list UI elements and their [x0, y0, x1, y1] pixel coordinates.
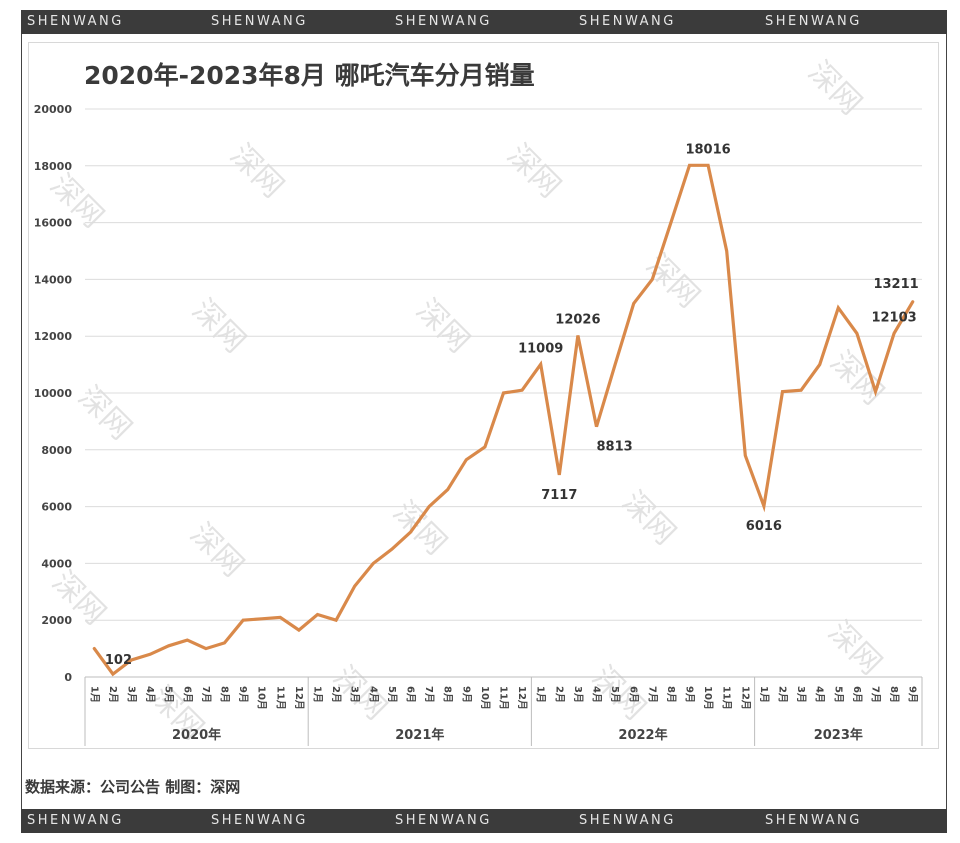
watermark-logo: 深网 [223, 138, 290, 205]
x-tick-label: 8月 [888, 686, 900, 703]
watermark-logo: 深网 [821, 615, 888, 682]
data-label: 13211 [873, 277, 918, 292]
x-tick-label: 5月 [609, 686, 621, 703]
x-tick-label: 4月 [591, 686, 603, 703]
watermark-logo: 深网 [185, 293, 252, 360]
year-label: 2020年 [172, 727, 221, 743]
x-tick-label: 4月 [144, 686, 156, 703]
chart-title: 2020年-2023年8月 哪吒汽车分月销量 [84, 61, 535, 90]
y-tick-label: 12000 [34, 330, 73, 343]
band-watermark-text: SHENWANG [27, 14, 124, 29]
top-watermark-band: SHENWANG SHENWANG SHENWANG SHENWANG SHEN… [21, 10, 947, 34]
x-tick-label: 4月 [814, 686, 826, 703]
x-tick-label: 12月 [516, 686, 528, 710]
data-label: 12103 [871, 310, 916, 325]
x-tick-label: 2月 [330, 686, 342, 703]
x-tick-label: 12月 [739, 686, 751, 710]
x-tick-label: 9月 [460, 686, 472, 703]
x-tick-label: 3月 [349, 686, 361, 703]
x-tick-label: 4月 [367, 686, 379, 703]
x-tick-label: 1月 [312, 686, 324, 703]
x-tick-label: 3月 [572, 686, 584, 703]
x-tick-label: 3月 [126, 686, 138, 703]
x-tick-label: 2月 [553, 686, 565, 703]
x-tick-label: 5月 [832, 686, 844, 703]
y-tick-label: 18000 [34, 160, 73, 173]
x-tick-label: 8月 [219, 686, 231, 703]
y-tick-label: 0 [64, 671, 72, 684]
y-tick-label: 20000 [34, 103, 73, 116]
data-label: 18016 [685, 142, 730, 157]
source-note: 数据来源：公司公告 制图：深网 [25, 778, 241, 796]
data-label: 102 [105, 653, 132, 668]
watermark-logo: 深网 [183, 517, 250, 584]
x-tick-label: 1月 [535, 686, 547, 703]
data-label: 12026 [555, 312, 600, 327]
data-label: 11009 [518, 341, 563, 356]
x-tick-label: 7月 [870, 686, 882, 703]
x-tick-label: 11月 [274, 686, 286, 710]
x-tick-label: 6月 [405, 686, 417, 703]
x-tick-label: 9月 [684, 686, 696, 703]
data-label: 8813 [597, 440, 633, 455]
bottom-watermark-band: SHENWANG SHENWANG SHENWANG SHENWANG SHEN… [21, 809, 947, 833]
x-tick-label: 5月 [163, 686, 175, 703]
y-tick-label: 8000 [41, 444, 72, 457]
band-watermark-text: SHENWANG [579, 813, 676, 828]
x-tick-label: 6月 [851, 686, 863, 703]
watermark-logo: 深网 [71, 380, 138, 447]
series-line [92, 163, 915, 677]
y-tick-label: 14000 [34, 273, 73, 286]
band-watermark-text: SHENWANG [211, 813, 308, 828]
x-tick-label: 11月 [498, 686, 510, 710]
watermark-logo: 深网 [409, 293, 476, 360]
x-tick-label: 5月 [386, 686, 398, 703]
x-tick-label: 3月 [795, 686, 807, 703]
x-tick-label: 10月 [256, 686, 268, 710]
band-watermark-text: SHENWANG [765, 14, 862, 29]
y-tick-label: 16000 [34, 217, 73, 230]
band-watermark-text: SHENWANG [579, 14, 676, 29]
x-tick-label: 6月 [628, 686, 640, 703]
band-watermark-text: SHENWANG [211, 14, 308, 29]
x-tick-label: 12月 [293, 686, 305, 710]
x-tick-label: 10月 [479, 686, 491, 710]
x-tick-label: 7月 [646, 686, 658, 703]
y-tick-label: 6000 [41, 501, 72, 514]
x-tick-label: 1月 [88, 686, 100, 703]
x-tick-label: 9月 [237, 686, 249, 703]
x-tick-label: 7月 [423, 686, 435, 703]
x-tick-label: 11月 [721, 686, 733, 710]
y-tick-label: 2000 [41, 614, 72, 627]
band-watermark-text: SHENWANG [395, 14, 492, 29]
chart-area-border [28, 42, 939, 749]
data-label: 6016 [746, 519, 782, 534]
year-label: 2022年 [618, 727, 667, 743]
y-tick-label: 10000 [34, 387, 73, 400]
x-tick-label: 6月 [181, 686, 193, 703]
figure-frame [21, 10, 947, 833]
year-label: 2021年 [395, 727, 444, 743]
data-label: 7117 [541, 488, 577, 503]
x-tick-label: 1月 [758, 686, 770, 703]
x-tick-label: 8月 [442, 686, 454, 703]
x-tick-label: 2月 [107, 686, 119, 703]
year-label: 2023年 [814, 727, 863, 743]
x-tick-label: 9月 [907, 686, 919, 703]
watermark-logo: 深网 [386, 495, 453, 562]
band-watermark-text: SHENWANG [765, 813, 862, 828]
watermark-logo: 深网 [801, 55, 868, 122]
x-tick-label: 7月 [200, 686, 212, 703]
y-tick-label: 4000 [41, 557, 72, 570]
watermark-logo: 深网 [500, 138, 567, 205]
x-tick-label: 8月 [665, 686, 677, 703]
x-tick-label: 2月 [777, 686, 789, 703]
x-tick-label: 10月 [702, 686, 714, 710]
band-watermark-text: SHENWANG [27, 813, 124, 828]
watermark-logo: 深网 [615, 485, 682, 552]
band-watermark-text: SHENWANG [395, 813, 492, 828]
